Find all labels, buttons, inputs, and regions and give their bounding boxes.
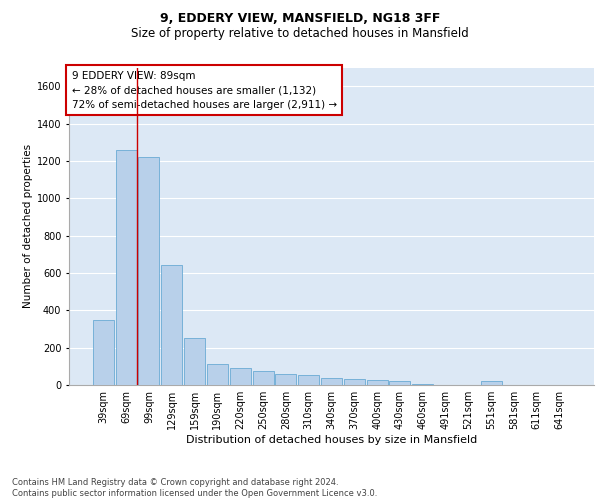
Bar	[389, 382, 410, 385]
Bar	[207, 364, 228, 385]
Bar	[116, 150, 137, 385]
Bar	[412, 384, 433, 385]
Bar	[139, 157, 160, 385]
Bar	[367, 380, 388, 385]
Bar	[161, 266, 182, 385]
Bar	[230, 368, 251, 385]
Text: Contains HM Land Registry data © Crown copyright and database right 2024.
Contai: Contains HM Land Registry data © Crown c…	[12, 478, 377, 498]
Bar	[298, 374, 319, 385]
Text: Size of property relative to detached houses in Mansfield: Size of property relative to detached ho…	[131, 28, 469, 40]
Text: 9 EDDERY VIEW: 89sqm
← 28% of detached houses are smaller (1,132)
72% of semi-de: 9 EDDERY VIEW: 89sqm ← 28% of detached h…	[71, 70, 337, 110]
Bar	[275, 374, 296, 385]
Bar	[481, 382, 502, 385]
Text: 9, EDDERY VIEW, MANSFIELD, NG18 3FF: 9, EDDERY VIEW, MANSFIELD, NG18 3FF	[160, 12, 440, 26]
Bar	[253, 371, 274, 385]
Bar	[321, 378, 342, 385]
Bar	[344, 380, 365, 385]
Bar	[93, 320, 114, 385]
Y-axis label: Number of detached properties: Number of detached properties	[23, 144, 32, 308]
Bar	[184, 338, 205, 385]
X-axis label: Distribution of detached houses by size in Mansfield: Distribution of detached houses by size …	[186, 435, 477, 445]
